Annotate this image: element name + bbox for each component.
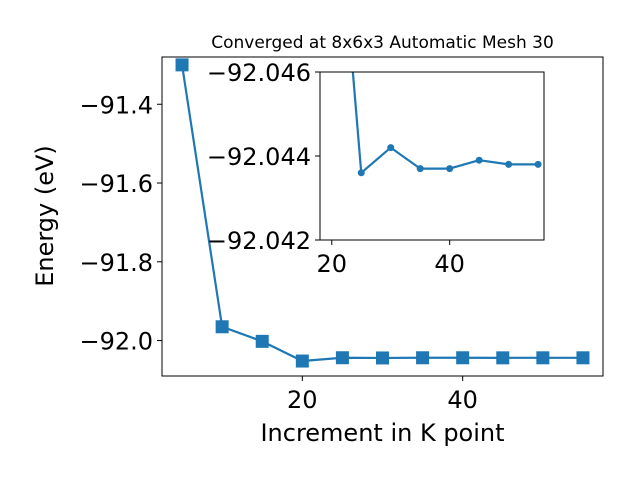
main-plot-frame	[161, 56, 604, 377]
main-ticks: 20 40 −91.4 −91.6 −91.8 −92.0	[79, 91, 478, 414]
inset-data-point	[416, 165, 424, 173]
inset-data-point	[387, 144, 395, 152]
main-x-tick-label: 20	[287, 386, 318, 414]
inset-background	[320, 72, 544, 240]
inset-data-point	[534, 160, 542, 168]
inset-y-tick-label: −92.044	[207, 143, 311, 171]
main-data-point	[496, 351, 510, 365]
main-y-tick-label: −92.0	[79, 328, 153, 356]
main-data-point	[335, 351, 349, 365]
inset-y-tick-label: −92.042	[207, 227, 311, 255]
main-data-point	[456, 351, 470, 365]
inset-data-point	[505, 160, 513, 168]
inset-data-point	[357, 169, 365, 177]
main-data-point	[215, 320, 229, 334]
inset-y-tick-label: −92.046	[207, 59, 311, 87]
main-data-point	[175, 58, 189, 72]
inset-x-tick-label: 20	[317, 250, 348, 278]
main-data-point	[255, 334, 269, 348]
chart-title: Converged at 8x6x3 Automatic Mesh 30	[211, 33, 554, 53]
main-x-tick-label: 40	[447, 386, 478, 414]
inset-series-line	[351, 72, 539, 174]
inset-x-tick-label: 40	[434, 250, 465, 278]
inset-data-point	[475, 156, 483, 164]
main-y-tick-label: −91.6	[79, 170, 153, 198]
inset-ticks: 20 40 −92.046 −92.044 −92.042	[207, 59, 465, 278]
inset-data-point	[446, 165, 454, 173]
main-data-point	[416, 351, 430, 365]
main-data-point	[576, 351, 590, 365]
main-marks	[175, 58, 590, 368]
x-axis-label: Increment in K point	[260, 419, 504, 447]
main-y-tick-label: −91.8	[79, 249, 153, 277]
main-data-point	[295, 354, 309, 368]
main-y-tick-label: −91.4	[79, 91, 153, 119]
main-data-point	[536, 351, 550, 365]
inset-axes: 20 40 −92.046 −92.044 −92.042	[207, 59, 545, 278]
inset-marks	[351, 72, 542, 177]
main-axes: Converged at 8x6x3 Automatic Mesh 30 20 4…	[31, 33, 604, 447]
y-axis-label: Energy (eV)	[31, 145, 59, 287]
main-data-point	[376, 351, 389, 365]
